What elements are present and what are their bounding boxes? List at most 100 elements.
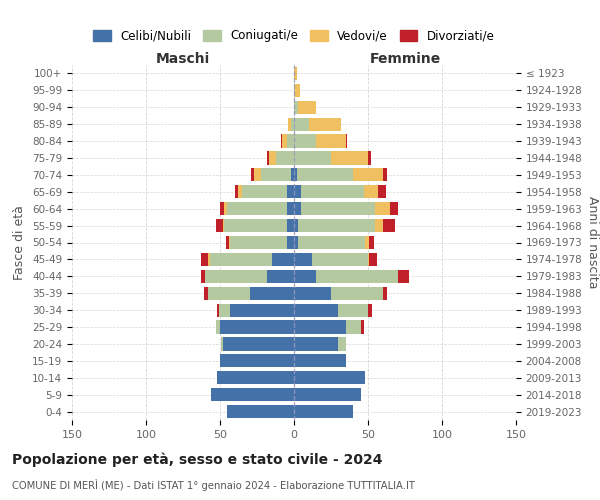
Bar bbox=[294, 304, 338, 316]
Text: Popolazione per età, sesso e stato civile - 2024: Popolazione per età, sesso e stato civil… bbox=[12, 452, 383, 467]
Bar bbox=[316, 134, 346, 147]
Text: COMUNE DI MERÌ (ME) - Dati ISTAT 1° gennaio 2024 - Elaborazione TUTTITALIA.IT: COMUNE DI MERÌ (ME) - Dati ISTAT 1° genn… bbox=[12, 479, 415, 491]
Legend: Celibi/Nubili, Coniugati/e, Vedovi/e, Divorziati/e: Celibi/Nubili, Coniugati/e, Vedovi/e, Di… bbox=[89, 25, 499, 47]
Bar bbox=[376, 202, 390, 215]
Bar bbox=[383, 219, 395, 232]
Bar bbox=[379, 185, 386, 198]
Bar bbox=[368, 253, 370, 266]
Bar bbox=[297, 168, 353, 181]
Bar bbox=[223, 219, 224, 232]
Bar bbox=[208, 253, 209, 266]
Bar bbox=[215, 219, 223, 232]
Bar bbox=[238, 185, 242, 198]
Bar bbox=[294, 320, 346, 334]
Y-axis label: Fasce di età: Fasce di età bbox=[13, 205, 26, 280]
Bar bbox=[294, 236, 298, 249]
Bar bbox=[298, 236, 365, 249]
Bar bbox=[229, 236, 230, 249]
Bar bbox=[294, 84, 295, 97]
Bar bbox=[301, 185, 364, 198]
Bar bbox=[287, 185, 294, 198]
Bar bbox=[235, 185, 238, 198]
Bar bbox=[331, 152, 368, 164]
Bar bbox=[294, 152, 331, 164]
Bar bbox=[230, 236, 287, 249]
Bar bbox=[272, 253, 294, 266]
Bar bbox=[262, 168, 291, 181]
Bar bbox=[287, 134, 294, 147]
Bar bbox=[209, 253, 272, 266]
Bar bbox=[294, 405, 353, 418]
Bar bbox=[309, 118, 341, 131]
Bar bbox=[268, 270, 294, 283]
Bar bbox=[294, 388, 361, 401]
Bar bbox=[383, 286, 387, 300]
Text: Maschi: Maschi bbox=[156, 52, 210, 66]
Bar bbox=[298, 219, 376, 232]
Bar bbox=[294, 371, 365, 384]
Bar bbox=[201, 253, 208, 266]
Bar bbox=[301, 202, 376, 215]
Bar bbox=[250, 286, 294, 300]
Bar bbox=[230, 304, 294, 316]
Bar bbox=[287, 219, 294, 232]
Bar bbox=[223, 338, 294, 350]
Bar bbox=[294, 134, 316, 147]
Bar bbox=[365, 236, 370, 249]
Bar bbox=[294, 202, 301, 215]
Bar bbox=[217, 304, 218, 316]
Text: Femmine: Femmine bbox=[370, 52, 440, 66]
Bar bbox=[294, 219, 298, 232]
Bar bbox=[201, 270, 205, 283]
Bar bbox=[294, 286, 331, 300]
Bar bbox=[224, 219, 287, 232]
Bar bbox=[376, 219, 383, 232]
Bar bbox=[217, 371, 294, 384]
Bar bbox=[254, 168, 262, 181]
Bar bbox=[331, 286, 383, 300]
Bar bbox=[312, 253, 368, 266]
Bar bbox=[220, 354, 294, 368]
Bar bbox=[227, 202, 287, 215]
Bar bbox=[226, 236, 229, 249]
Bar bbox=[390, 202, 398, 215]
Bar bbox=[204, 286, 208, 300]
Bar bbox=[268, 152, 269, 164]
Bar bbox=[224, 202, 227, 215]
Bar bbox=[227, 405, 294, 418]
Bar bbox=[251, 168, 254, 181]
Bar bbox=[294, 118, 309, 131]
Bar bbox=[218, 304, 230, 316]
Bar bbox=[281, 134, 282, 147]
Bar bbox=[287, 202, 294, 215]
Bar bbox=[398, 270, 409, 283]
Bar bbox=[282, 134, 287, 147]
Bar bbox=[370, 236, 374, 249]
Bar bbox=[364, 185, 379, 198]
Bar bbox=[338, 338, 346, 350]
Bar bbox=[298, 100, 316, 114]
Bar bbox=[353, 168, 383, 181]
Bar bbox=[208, 286, 250, 300]
Bar bbox=[294, 338, 338, 350]
Bar bbox=[288, 118, 291, 131]
Bar bbox=[291, 118, 294, 131]
Bar bbox=[294, 270, 316, 283]
Bar bbox=[294, 354, 346, 368]
Bar bbox=[368, 152, 371, 164]
Bar bbox=[291, 168, 294, 181]
Bar bbox=[215, 320, 220, 334]
Bar bbox=[383, 168, 387, 181]
Bar bbox=[221, 338, 223, 350]
Bar bbox=[316, 270, 398, 283]
Bar bbox=[220, 320, 294, 334]
Bar bbox=[361, 320, 364, 334]
Bar bbox=[211, 388, 294, 401]
Bar bbox=[276, 152, 294, 164]
Bar bbox=[295, 84, 300, 97]
Bar bbox=[368, 304, 373, 316]
Bar bbox=[220, 202, 224, 215]
Bar bbox=[346, 134, 347, 147]
Bar bbox=[269, 152, 276, 164]
Bar bbox=[294, 100, 298, 114]
